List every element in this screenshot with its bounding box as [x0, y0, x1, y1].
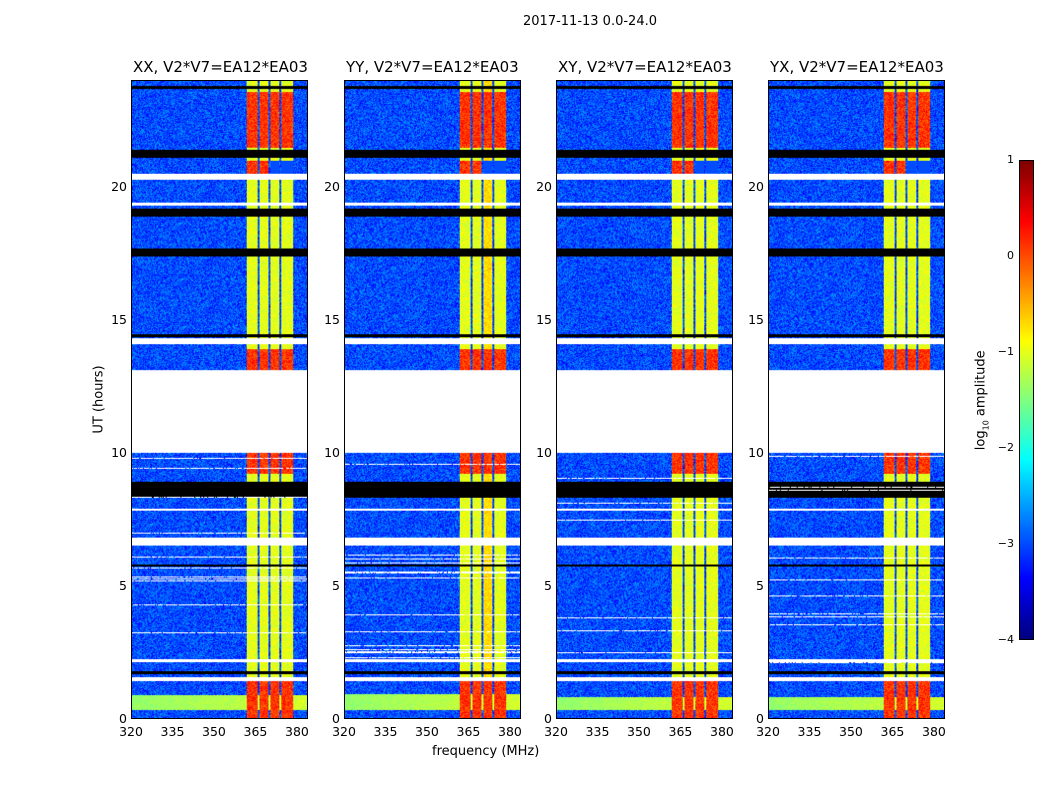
y-tick-label: 5: [756, 577, 764, 593]
y-tick-label: 20: [748, 178, 764, 194]
heatmap-panel: [131, 80, 308, 719]
heatmap-image: [769, 81, 944, 718]
y-tick-label: 0: [544, 711, 552, 726]
heatmap-image: [557, 81, 732, 718]
y-tick-label: 5: [544, 577, 552, 593]
y-tick-label: 20: [536, 178, 552, 194]
y-tick-label: 5: [332, 577, 340, 593]
y-tick-label: 20: [324, 178, 340, 194]
colorbar-tick-label: 0: [1007, 249, 1014, 262]
x-tick-label: 365: [456, 724, 481, 739]
panel-title: YY, V2*V7=EA12*EA03: [346, 58, 519, 76]
y-tick-label: 5: [119, 577, 127, 593]
x-tick-label: 365: [243, 724, 268, 739]
y-tick-label: 15: [111, 311, 127, 327]
panel-title: XY, V2*V7=EA12*EA03: [558, 58, 732, 76]
colorbar-label: log10 amplitude: [973, 350, 991, 451]
panel-title: YX, V2*V7=EA12*EA03: [770, 58, 944, 76]
x-tick-label: 320: [332, 724, 356, 739]
y-tick-label: 0: [332, 711, 340, 726]
y-tick-label: 0: [756, 711, 764, 726]
x-axis-label: frequency (MHz): [432, 744, 540, 759]
y-tick-label: 15: [748, 311, 764, 327]
colorbar-tick-label: −3: [997, 537, 1014, 550]
x-tick-label: 320: [544, 724, 568, 739]
y-tick-label: 10: [111, 444, 127, 460]
heatmap-panel: [556, 80, 733, 719]
x-tick-label: 380: [922, 724, 946, 739]
x-tick-label: 350: [202, 724, 226, 739]
colorbar-tick-label: −4: [997, 633, 1014, 646]
x-tick-label: 350: [415, 724, 439, 739]
x-tick-label: 350: [627, 724, 651, 739]
colorbar: [1019, 160, 1034, 640]
figure-title: 2017-11-13 0.0-24.0: [523, 14, 657, 29]
y-tick-label: 10: [536, 444, 552, 460]
heatmap-image: [345, 81, 520, 718]
panel-title: XX, V2*V7=EA12*EA03: [133, 58, 308, 76]
heatmap-panel: [768, 80, 945, 719]
x-tick-label: 365: [880, 724, 905, 739]
y-axis-label: UT (hours): [91, 365, 107, 434]
y-tick-label: 10: [324, 444, 340, 460]
x-tick-label: 380: [285, 724, 309, 739]
x-tick-label: 335: [373, 724, 398, 739]
x-tick-label: 320: [756, 724, 780, 739]
x-tick-label: 350: [839, 724, 863, 739]
x-tick-label: 365: [668, 724, 693, 739]
x-tick-label: 380: [498, 724, 522, 739]
x-tick-label: 320: [119, 724, 143, 739]
x-tick-label: 380: [710, 724, 734, 739]
y-tick-label: 20: [111, 178, 127, 194]
colorbar-tick-label: −2: [997, 441, 1014, 454]
heatmap-panel: [344, 80, 521, 719]
y-tick-label: 10: [748, 444, 764, 460]
heatmap-image: [132, 81, 307, 718]
y-tick-label: 15: [324, 311, 340, 327]
x-tick-label: 335: [585, 724, 610, 739]
colorbar-tick-label: 1: [1007, 153, 1014, 166]
x-tick-label: 335: [160, 724, 185, 739]
y-tick-label: 15: [536, 311, 552, 327]
x-tick-label: 335: [797, 724, 822, 739]
colorbar-tick-label: −1: [997, 345, 1014, 358]
y-tick-label: 0: [119, 711, 127, 726]
